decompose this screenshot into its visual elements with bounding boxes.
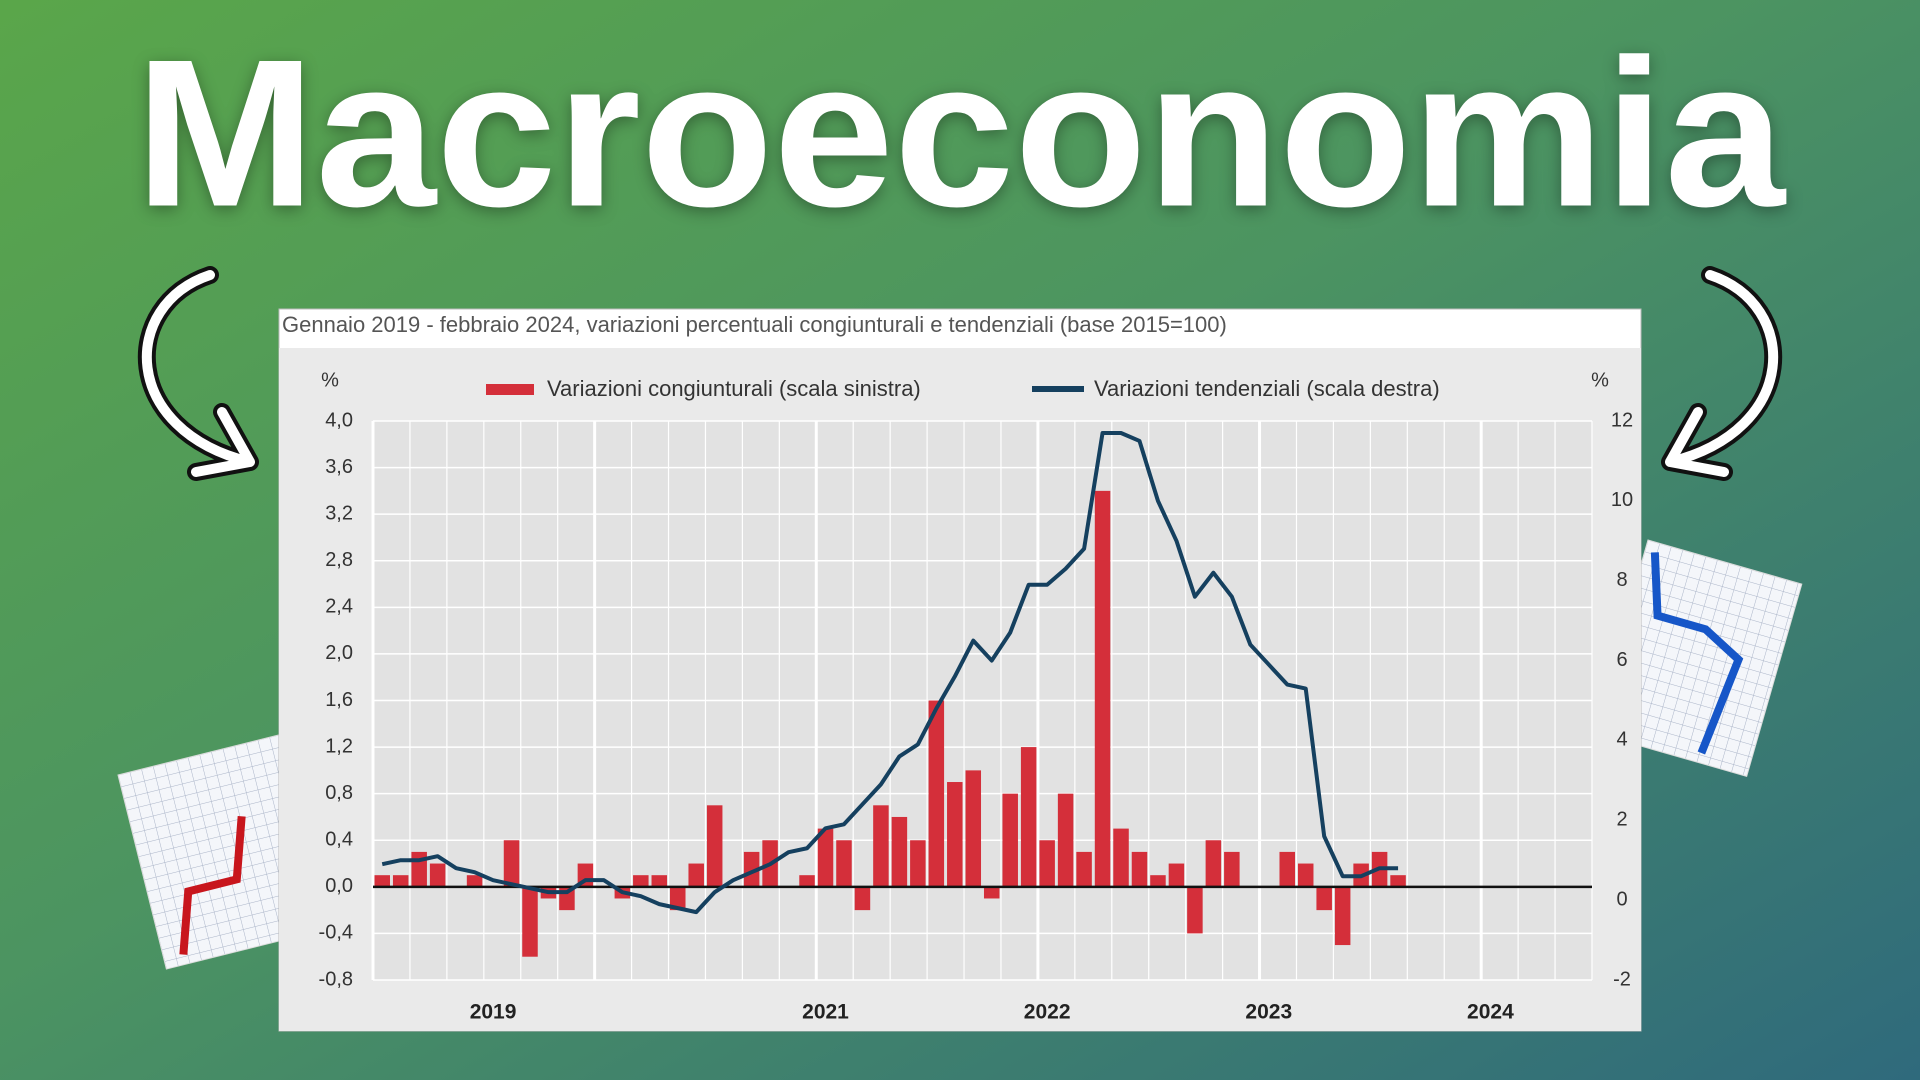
bar: [633, 875, 649, 887]
x-tick-label: 2021: [802, 1001, 849, 1024]
x-tick-label: 2022: [1024, 1001, 1071, 1024]
bar: [669, 886, 686, 911]
legend-swatch: [486, 384, 534, 395]
legend-swatch: [1032, 386, 1084, 392]
bar: [743, 851, 760, 887]
bar: [374, 875, 390, 887]
bar: [1150, 875, 1166, 887]
bar: [651, 875, 668, 887]
bar: [1224, 851, 1240, 887]
arrow-left: [137, 266, 259, 481]
y2-tick-label: 6: [1616, 649, 1627, 671]
x-tick-label: 2019: [470, 1001, 517, 1024]
bar: [1168, 863, 1185, 887]
bar: [1390, 875, 1406, 887]
y2-tick-label: 12: [1611, 409, 1633, 431]
bar: [503, 840, 520, 887]
bar: [983, 886, 1000, 899]
bar: [429, 863, 446, 887]
y2-tick-label: 8: [1616, 569, 1627, 591]
bar: [1057, 793, 1074, 887]
bar: [928, 700, 945, 887]
bar: [1334, 886, 1351, 946]
x-tick-label: 2024: [1467, 1001, 1514, 1024]
y2-tick-label: 4: [1616, 729, 1627, 751]
plot: -0,8 -0,4 0,0 0,4 0,8 1,2 1,6 2,0 2,4 2,8 3,2 3,6 4,…: [319, 409, 1634, 1023]
y2-tick-label: 10: [1611, 489, 1633, 511]
bar: [688, 863, 704, 887]
chart-title: Gennaio 2019 - febbraio 2024, variazioni…: [282, 312, 1227, 337]
bar: [910, 840, 926, 887]
x-tick-label: 2023: [1245, 1001, 1292, 1024]
bar: [392, 875, 409, 887]
decor-paper-right: [1592, 539, 1803, 777]
bar: [947, 782, 963, 887]
arrow-right: [1661, 266, 1783, 481]
bar: [1297, 863, 1314, 887]
bar: [891, 816, 908, 887]
y2-tick-label: 2: [1616, 809, 1627, 831]
bar: [1131, 851, 1148, 887]
legend-label: Variazioni congiunturali (scala sinistra…: [547, 376, 921, 401]
bar: [836, 840, 852, 887]
y2-tick-label: -2: [1613, 968, 1631, 990]
bar: [1279, 851, 1296, 887]
bar: [1187, 886, 1203, 934]
bar: [1205, 840, 1222, 887]
legend-label: Variazioni tendenziali (scala destra): [1094, 376, 1440, 401]
y-tick-label: 1,6: [325, 689, 353, 711]
bar: [799, 875, 815, 887]
y-tick-label: 0,0: [325, 875, 353, 897]
bar: [1094, 490, 1111, 887]
y-tick-label: 0,8: [325, 782, 353, 804]
y-tick-label: -0,4: [319, 922, 353, 944]
bar: [965, 770, 982, 887]
bar: [873, 805, 889, 887]
y-tick-label: 0,4: [325, 829, 353, 851]
y-axis-label: %: [321, 369, 339, 391]
y-tick-label: 2,0: [325, 642, 353, 664]
bar: [1316, 886, 1332, 911]
y-tick-label: -0,8: [319, 968, 353, 990]
bar: [466, 875, 483, 887]
y-tick-label: 1,2: [325, 735, 353, 757]
y-tick-label: 3,2: [325, 502, 353, 524]
bar: [522, 886, 538, 957]
y-tick-label: 3,6: [325, 456, 353, 478]
page-title: Macroeconomia: [135, 15, 1787, 250]
y-tick-label: 4,0: [325, 409, 353, 431]
bar: [706, 805, 723, 887]
bar: [1020, 747, 1037, 887]
bar: [1076, 851, 1092, 887]
y-tick-label: 2,4: [325, 596, 353, 618]
line: [381, 430, 1399, 915]
bar: [854, 886, 871, 911]
bar: [817, 828, 834, 887]
bar: [1113, 828, 1129, 887]
y2-tick-label: 0: [1616, 888, 1627, 910]
y-tick-label: 2,8: [325, 549, 353, 571]
y2-axis-label: %: [1591, 369, 1609, 391]
bar: [1002, 793, 1018, 887]
bar: [1039, 840, 1055, 887]
